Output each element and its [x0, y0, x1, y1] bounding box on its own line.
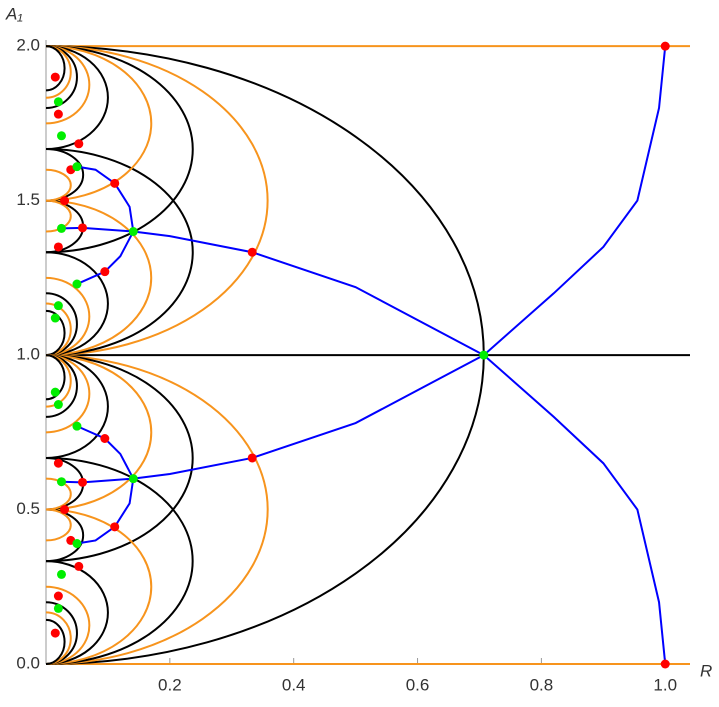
- arc-curve: [45, 354, 66, 401]
- y-tick-label: 1.0: [16, 345, 40, 364]
- arc-curve: [45, 477, 72, 511]
- arc-curve: [45, 45, 66, 92]
- point: [60, 196, 70, 206]
- x-tick-label: 0.4: [282, 675, 306, 694]
- arc-curve: [45, 168, 72, 202]
- point: [50, 313, 60, 323]
- point: [128, 474, 138, 484]
- point: [60, 505, 70, 515]
- point: [56, 223, 66, 233]
- point: [53, 591, 63, 601]
- arc-curve: [45, 251, 109, 357]
- point: [72, 162, 82, 172]
- point: [72, 279, 82, 289]
- point: [53, 301, 63, 311]
- curve: [76, 478, 135, 545]
- arc-curve: [45, 45, 109, 151]
- point: [50, 628, 60, 638]
- point: [50, 72, 60, 82]
- arc-curve: [45, 354, 269, 665]
- arc-curve: [45, 354, 91, 434]
- arc-curve: [45, 560, 109, 665]
- point: [53, 242, 63, 252]
- point: [110, 178, 120, 188]
- x-tick-label: 0.6: [406, 675, 430, 694]
- arc-curve: [45, 508, 152, 665]
- y-axis-label: A₁: [5, 4, 23, 23]
- arc-curve: [45, 45, 91, 125]
- arc-curve: [45, 45, 194, 254]
- point: [50, 387, 60, 397]
- point: [56, 477, 66, 487]
- point: [72, 421, 82, 431]
- arc-curve: [45, 354, 109, 459]
- arc-curve: [45, 199, 72, 233]
- point: [74, 139, 84, 149]
- point: [53, 458, 63, 468]
- point: [660, 659, 670, 669]
- arc-curve: [45, 199, 152, 357]
- point: [128, 227, 138, 237]
- point: [78, 223, 88, 233]
- point: [53, 603, 63, 613]
- y-tick-label: 0.0: [16, 653, 40, 672]
- point: [74, 561, 84, 571]
- arc-curve: [45, 508, 72, 542]
- curve: [76, 231, 135, 285]
- arc-curve: [45, 276, 91, 357]
- arc-curve: [45, 45, 269, 357]
- y-tick-label: 2.0: [16, 36, 40, 55]
- arc-curve: [45, 309, 66, 357]
- point: [53, 400, 63, 410]
- point: [660, 41, 670, 51]
- arc-curve: [45, 148, 194, 357]
- arc-curve: [45, 585, 91, 665]
- arc-curve: [45, 354, 194, 563]
- arc-curve: [45, 618, 66, 665]
- point: [53, 97, 63, 107]
- point: [110, 522, 120, 532]
- point: [247, 453, 257, 463]
- x-tick-label: 0.2: [158, 675, 182, 694]
- curve: [76, 165, 135, 232]
- arc-curve: [45, 354, 153, 511]
- x-tick-label: 1.0: [653, 675, 677, 694]
- arc-curve: [45, 45, 153, 202]
- point: [56, 131, 66, 141]
- arc-curve: [45, 456, 194, 665]
- point: [100, 267, 110, 277]
- y-tick-label: 1.5: [16, 190, 40, 209]
- point: [247, 247, 257, 257]
- point: [479, 350, 489, 360]
- point: [56, 569, 66, 579]
- curve: [76, 425, 135, 480]
- y-tick-label: 0.5: [16, 499, 40, 518]
- point: [78, 477, 88, 487]
- point: [53, 109, 63, 119]
- point: [100, 433, 110, 443]
- point: [72, 539, 82, 549]
- x-tick-label: 0.8: [530, 675, 554, 694]
- x-axis-label: R: [700, 661, 712, 680]
